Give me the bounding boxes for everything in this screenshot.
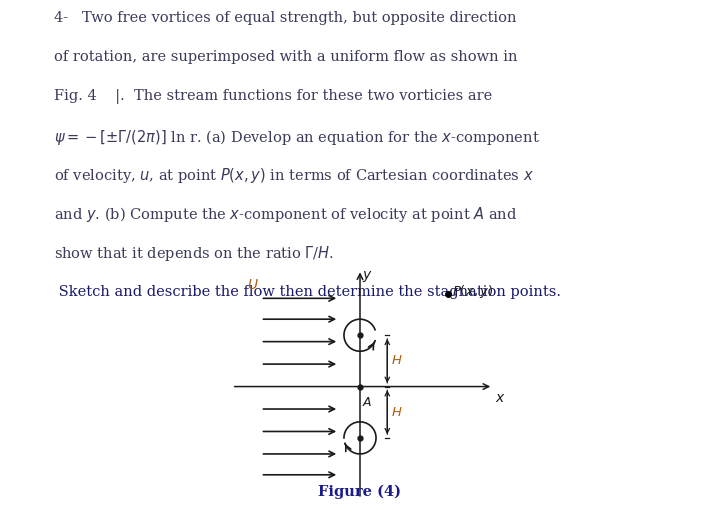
Text: $U$: $U$ [247, 278, 259, 292]
Text: show that it depends on the ratio $\Gamma$/$H$.: show that it depends on the ratio $\Gamm… [54, 244, 334, 263]
Text: of rotation, are superimposed with a uniform flow as shown in: of rotation, are superimposed with a uni… [54, 50, 518, 64]
Text: $y$: $y$ [362, 269, 373, 285]
Text: 4-   Two free vortices of equal strength, but opposite direction: 4- Two free vortices of equal strength, … [54, 11, 516, 26]
Text: $H$: $H$ [391, 406, 403, 419]
Text: Figure (4): Figure (4) [318, 485, 402, 499]
Text: $\psi = -[\pm\Gamma/(2\pi)]$ ln r. (a) Develop an equation for the $x$-component: $\psi = -[\pm\Gamma/(2\pi)]$ ln r. (a) D… [54, 127, 540, 146]
Text: Fig. 4    |.  The stream functions for these two vorticies are: Fig. 4 |. The stream functions for these… [54, 89, 492, 104]
Text: and $y$. (b) Compute the $x$-component of velocity at point $A$ and: and $y$. (b) Compute the $x$-component o… [54, 205, 518, 224]
Text: $A$: $A$ [362, 396, 373, 409]
Text: Sketch and describe the flow then determine the stagnation points.: Sketch and describe the flow then determ… [54, 285, 561, 300]
Text: of velocity, $u$, at point $P(x,y)$ in terms of Cartesian coordinates $x$: of velocity, $u$, at point $P(x,y)$ in t… [54, 166, 534, 185]
Text: $H$: $H$ [391, 354, 403, 368]
Text: $x$: $x$ [495, 391, 505, 406]
Text: $P(x, y)$: $P(x, y)$ [452, 284, 494, 301]
